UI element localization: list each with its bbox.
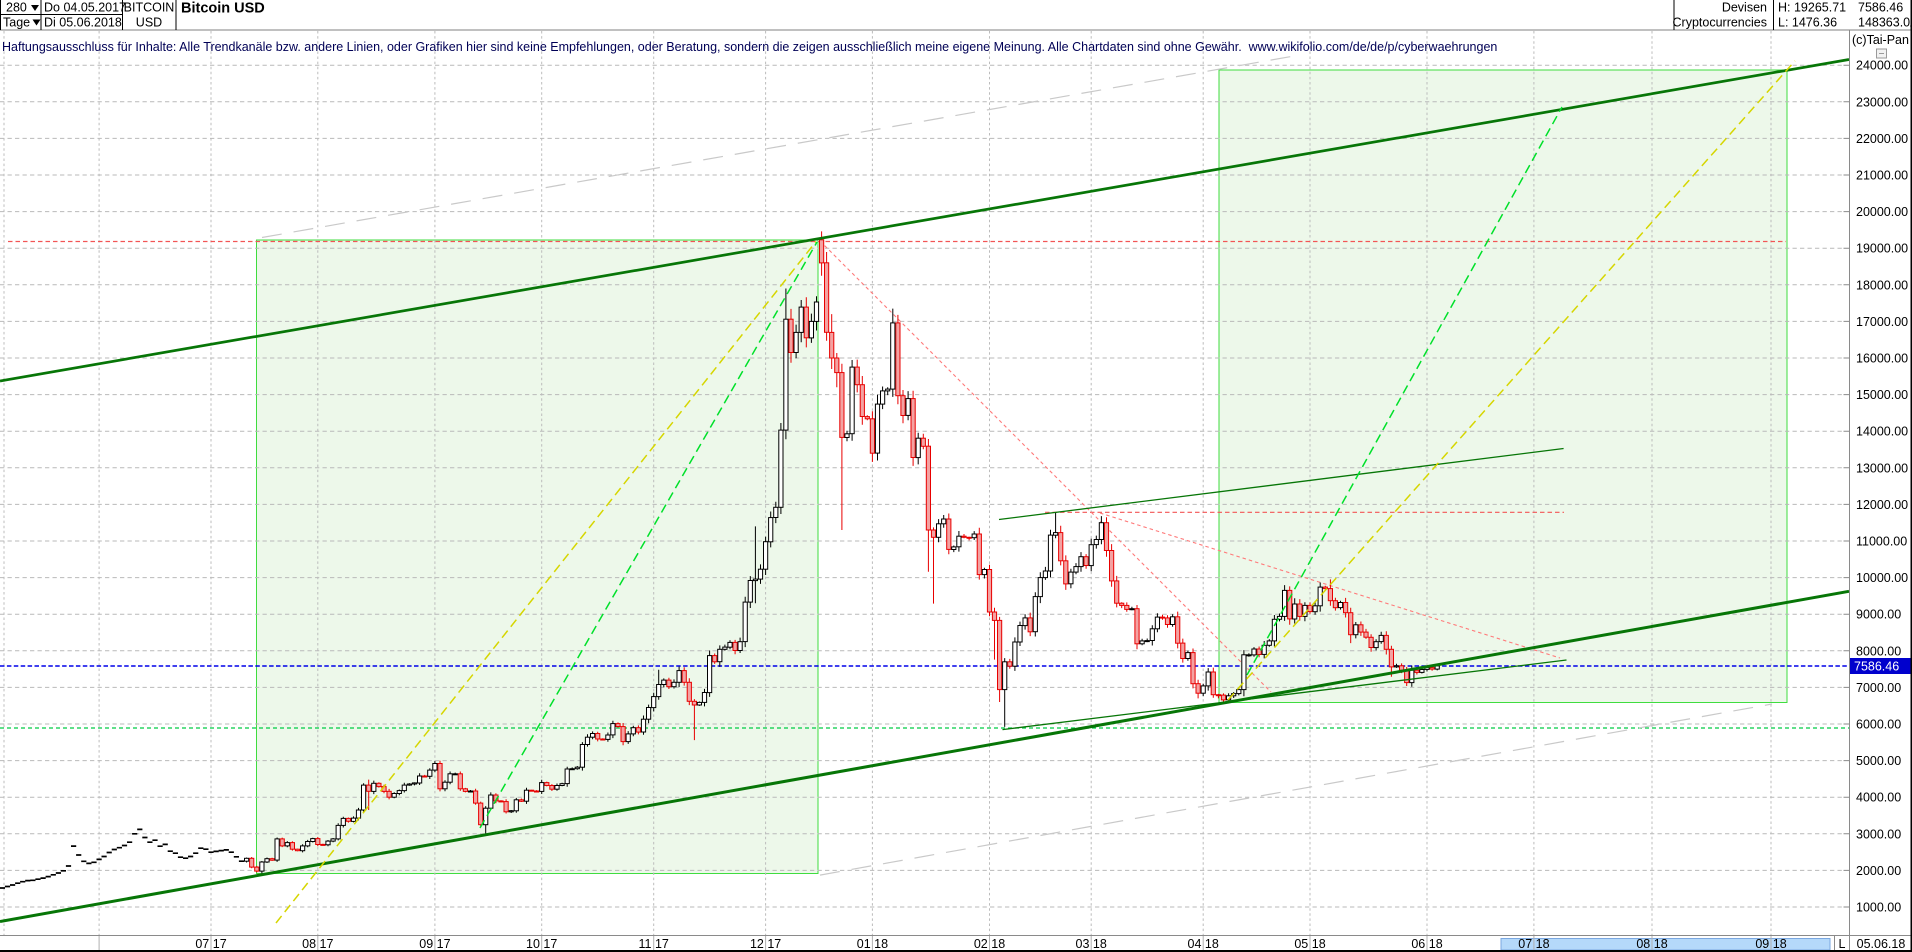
svg-text:1000.00: 1000.00 [1856,901,1901,915]
svg-text:24000.00: 24000.00 [1856,59,1908,73]
svg-text:Di 05.06.2018: Di 05.06.2018 [44,16,122,30]
svg-text:13000.00: 13000.00 [1856,461,1908,475]
svg-text:4000.00: 4000.00 [1856,791,1901,805]
svg-text:Haftungsausschluss für Inhalte: Haftungsausschluss für Inhalte: Alle Tre… [2,40,1497,54]
svg-text:148363.0/: 148363.0/ [1858,16,1912,30]
svg-text:14000.00: 14000.00 [1856,425,1908,439]
svg-text:23000.00: 23000.00 [1856,95,1908,109]
svg-text:3000.00: 3000.00 [1856,827,1901,841]
svg-text:16000.00: 16000.00 [1856,352,1908,366]
svg-text:H: 19265.71: H: 19265.71 [1778,1,1846,15]
svg-text:L: L [1839,937,1846,951]
svg-text:2000.00: 2000.00 [1856,864,1901,878]
svg-text:20000.00: 20000.00 [1856,205,1908,219]
svg-text:7000.00: 7000.00 [1856,681,1901,695]
svg-text:17000.00: 17000.00 [1856,315,1908,329]
svg-text:BITCOIN: BITCOIN [124,1,175,15]
svg-text:7586.46: 7586.46 [1854,660,1899,674]
svg-text:11000.00: 11000.00 [1856,535,1907,549]
svg-text:12000.00: 12000.00 [1856,498,1908,512]
svg-text:7586.46: 7586.46 [1858,1,1903,15]
svg-text:Tage: Tage [3,16,30,30]
svg-text:9000.00: 9000.00 [1856,608,1901,622]
svg-text:5000.00: 5000.00 [1856,754,1901,768]
svg-text:22000.00: 22000.00 [1856,132,1908,146]
svg-text:19000.00: 19000.00 [1856,242,1908,256]
svg-text:L: 1476.36: L: 1476.36 [1778,16,1837,30]
svg-text:Cryptocurrencies: Cryptocurrencies [1673,16,1767,30]
svg-text:05.06.18: 05.06.18 [1857,937,1906,951]
svg-text:6000.00: 6000.00 [1856,718,1901,732]
svg-text:USD: USD [136,16,162,30]
svg-text:21000.00: 21000.00 [1856,169,1908,183]
svg-text:(c)Tai-Pan: (c)Tai-Pan [1852,33,1909,47]
svg-text:8000.00: 8000.00 [1856,644,1901,658]
svg-text:280: 280 [6,1,27,15]
svg-text:Do 04.05.2017: Do 04.05.2017 [44,1,126,15]
svg-text:15000.00: 15000.00 [1856,388,1908,402]
svg-text:10000.00: 10000.00 [1856,571,1908,585]
svg-text:Bitcoin USD: Bitcoin USD [181,1,265,17]
svg-text:Devisen: Devisen [1722,1,1767,15]
svg-text:18000.00: 18000.00 [1856,278,1908,292]
